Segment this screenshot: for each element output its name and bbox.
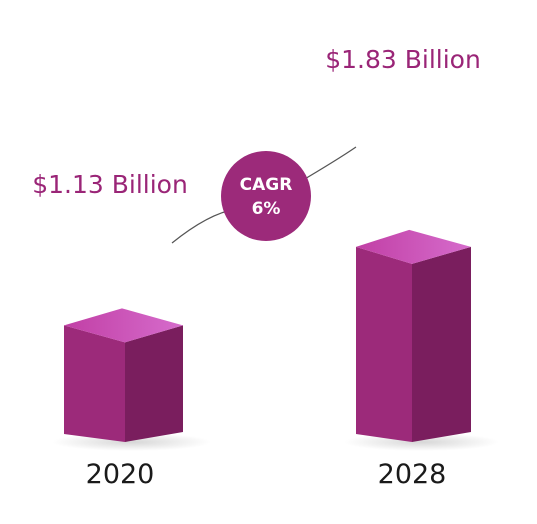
bar-2020 bbox=[52, 308, 211, 451]
category-label-2020: 2020 bbox=[86, 459, 155, 490]
value-label-2028: $1.83 Billion bbox=[325, 45, 481, 74]
bar-top-face bbox=[64, 308, 183, 343]
category-label-2028: 2028 bbox=[378, 459, 447, 490]
bar-front-face bbox=[356, 246, 412, 442]
value-label-2020: $1.13 Billion bbox=[32, 170, 188, 199]
bar-2028 bbox=[344, 229, 499, 451]
bar-front-face bbox=[64, 325, 125, 442]
cagr-badge: CAGR 6% bbox=[221, 151, 311, 241]
bar-top-face bbox=[356, 229, 471, 264]
cagr-label: CAGR bbox=[240, 175, 293, 195]
bar-side-face bbox=[412, 246, 471, 442]
cagr-circle bbox=[221, 151, 311, 241]
bar-side-face bbox=[125, 325, 183, 442]
cagr-value: 6% bbox=[252, 199, 281, 219]
